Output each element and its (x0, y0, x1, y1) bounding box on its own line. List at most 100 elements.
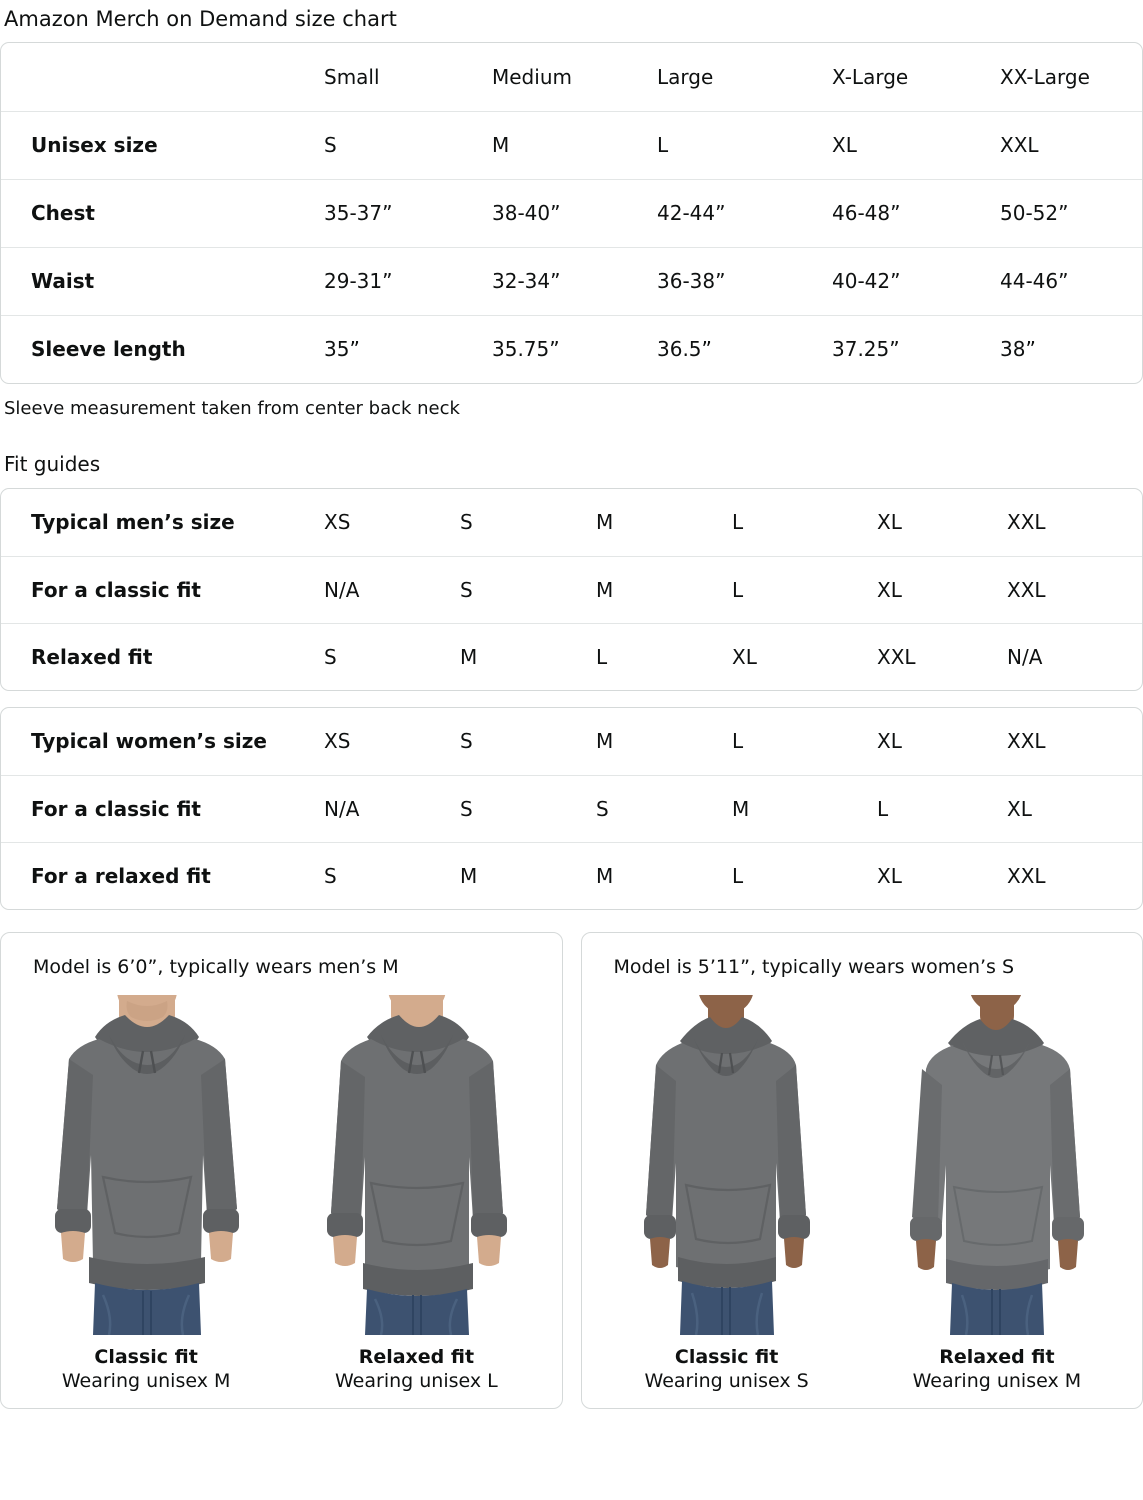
cell-chest-medium: 38-40” (492, 201, 561, 225)
cell-waist-xxlarge: 44-46” (1000, 269, 1069, 293)
cell-unisex-xxlarge: XXL (1000, 133, 1039, 157)
row-label-typical-mens-size: Typical men’s size (31, 510, 235, 535)
cell-chest-xlarge: 46-48” (832, 201, 901, 225)
cell-sleeve-small: 35” (324, 337, 360, 362)
header-cell-large: Large (657, 64, 714, 89)
header-cell-medium: Medium (492, 64, 572, 89)
mens-model-heading: Model is 6’0”, typically wears men’s M (33, 956, 399, 978)
table-row: For a classic fit N/A S M L XL XXL (1, 556, 1142, 623)
table-row: Chest 35-37” 38-40” 42-44” 46-48” 50-52” (1, 179, 1142, 247)
table-row: For a classic fit N/A S S M L XL (1, 775, 1142, 842)
cell-womens-relaxed-2: M (460, 863, 478, 888)
cell-mens-classic-1: N/A (324, 577, 360, 602)
row-label-typical-womens-size: Typical women’s size (31, 729, 267, 754)
cell-unisex-large: L (657, 133, 669, 157)
row-label-sleeve-length: Sleeve length (31, 337, 186, 362)
sleeve-measurement-note: Sleeve measurement taken from center bac… (4, 398, 460, 419)
cell-waist-large: 36-38” (657, 269, 726, 293)
cell-mens-typical-5: XL (877, 510, 902, 535)
cell-womens-classic-6: XL (1007, 796, 1032, 821)
cell-mens-typical-4: L (732, 510, 744, 535)
male-model-classic-fit-image (38, 995, 254, 1335)
cell-mens-classic-2: S (460, 577, 473, 602)
cell-womens-classic-3: S (596, 796, 609, 821)
cell-womens-classic-2: S (460, 796, 473, 821)
cell-sleeve-xlarge: 37.25” (832, 337, 900, 362)
cell-mens-classic-6: XXL (1007, 577, 1046, 602)
mens-relaxed-fit-caption: Relaxed fit Wearing unisex L (287, 1345, 546, 1394)
male-model-relaxed-fit-image (308, 995, 524, 1335)
cell-womens-typical-5: XL (877, 729, 902, 754)
cell-unisex-small: S (324, 133, 337, 157)
cell-waist-medium: 32-34” (492, 269, 561, 293)
cell-sleeve-xxlarge: 38” (1000, 337, 1036, 362)
row-label-womens-relaxed-fit: For a relaxed fit (31, 863, 211, 888)
table-row: For a relaxed fit S M M L XL XXL (1, 842, 1142, 909)
cell-womens-typical-2: S (460, 729, 473, 754)
row-label-waist: Waist (31, 269, 95, 293)
cell-mens-typical-1: XS (324, 510, 351, 535)
cell-chest-small: 35-37” (324, 201, 393, 225)
cell-sleeve-medium: 35.75” (492, 337, 560, 362)
table-header-row: Small Medium Large X-Large XX-Large (1, 43, 1142, 111)
header-cell-xxlarge: XX-Large (1000, 64, 1090, 89)
mens-classic-fit-caption: Classic fit Wearing unisex M (16, 1345, 275, 1394)
table-row: Unisex size S M L XL XXL (1, 111, 1142, 179)
fit-sub: Wearing unisex M (61, 1370, 231, 1392)
cell-mens-typical-2: S (460, 510, 473, 535)
female-model-relaxed-fit-image (894, 995, 1100, 1335)
cell-mens-typical-3: M (596, 510, 614, 535)
size-chart-page: Amazon Merch on Demand size chart Small … (0, 7, 1143, 1409)
womens-captions-row: Classic fit Wearing unisex S Relaxed fit… (592, 1335, 1133, 1394)
mens-classic-fit-figure (16, 985, 275, 1335)
cell-waist-xlarge: 40-42” (832, 269, 901, 293)
row-label-unisex-size: Unisex size (31, 133, 158, 157)
fit-guides-title: Fit guides (4, 452, 101, 476)
cell-womens-typical-1: XS (324, 729, 351, 754)
cell-womens-relaxed-4: L (732, 863, 744, 888)
cell-waist-small: 29-31” (324, 269, 393, 293)
female-model-classic-fit-image (624, 995, 830, 1335)
cell-unisex-xlarge: XL (832, 133, 857, 157)
table-row: Typical men’s size XS S M L XL XXL (1, 489, 1142, 556)
cell-mens-relaxed-5: XXL (877, 644, 916, 669)
womens-classic-fit-caption: Classic fit Wearing unisex S (597, 1345, 856, 1394)
mens-fit-guide-table: Typical men’s size XS S M L XL XXL For a… (1, 489, 1142, 690)
cell-chest-xxlarge: 50-52” (1000, 201, 1069, 225)
header-cell-blank (1, 43, 324, 111)
mens-captions-row: Classic fit Wearing unisex M Relaxed fit… (11, 1335, 552, 1394)
womens-relaxed-fit-caption: Relaxed fit Wearing unisex M (867, 1345, 1126, 1394)
fit-name: Classic fit (94, 1346, 198, 1368)
size-chart-table: Small Medium Large X-Large XX-Large Unis… (1, 43, 1142, 383)
cell-womens-relaxed-5: XL (877, 863, 902, 888)
cell-womens-typical-3: M (596, 729, 614, 754)
fit-sub: Wearing unisex M (912, 1370, 1082, 1392)
cell-mens-relaxed-3: L (596, 644, 608, 669)
page-title: Amazon Merch on Demand size chart (4, 7, 397, 31)
cell-womens-typical-4: L (732, 729, 744, 754)
womens-fit-guide-table: Typical women’s size XS S M L XL XXL For… (1, 708, 1142, 909)
womens-relaxed-fit-figure (867, 985, 1126, 1335)
mens-model-card: Model is 6’0”, typically wears men’s M (0, 932, 563, 1409)
table-row: Sleeve length 35” 35.75” 36.5” 37.25” 38… (1, 315, 1142, 383)
cell-mens-classic-3: M (596, 577, 614, 602)
cell-mens-typical-6: XXL (1007, 510, 1046, 535)
womens-model-card: Model is 5’11”, typically wears women’s … (580, 932, 1143, 1409)
fit-name: Relaxed fit (939, 1346, 1055, 1368)
mens-relaxed-fit-figure (287, 985, 546, 1335)
cell-womens-relaxed-1: S (324, 863, 337, 888)
cell-mens-classic-4: L (732, 577, 744, 602)
fit-name: Classic fit (674, 1346, 779, 1368)
model-cards-container: Model is 6’0”, typically wears men’s M (0, 910, 1143, 1409)
cell-unisex-medium: M (492, 133, 510, 157)
row-label-mens-classic-fit: For a classic fit (31, 577, 201, 602)
fit-sub: Wearing unisex L (335, 1370, 498, 1392)
cell-mens-classic-5: XL (877, 577, 902, 602)
womens-classic-fit-figure (597, 985, 856, 1335)
row-label-chest: Chest (31, 201, 95, 225)
header-cell-xlarge: X-Large (832, 64, 909, 89)
table-row: Waist 29-31” 32-34” 36-38” 40-42” 44-46” (1, 247, 1142, 315)
cell-womens-relaxed-6: XXL (1007, 863, 1046, 888)
table-spacer (0, 691, 1143, 707)
fit-sub: Wearing unisex S (644, 1370, 809, 1392)
